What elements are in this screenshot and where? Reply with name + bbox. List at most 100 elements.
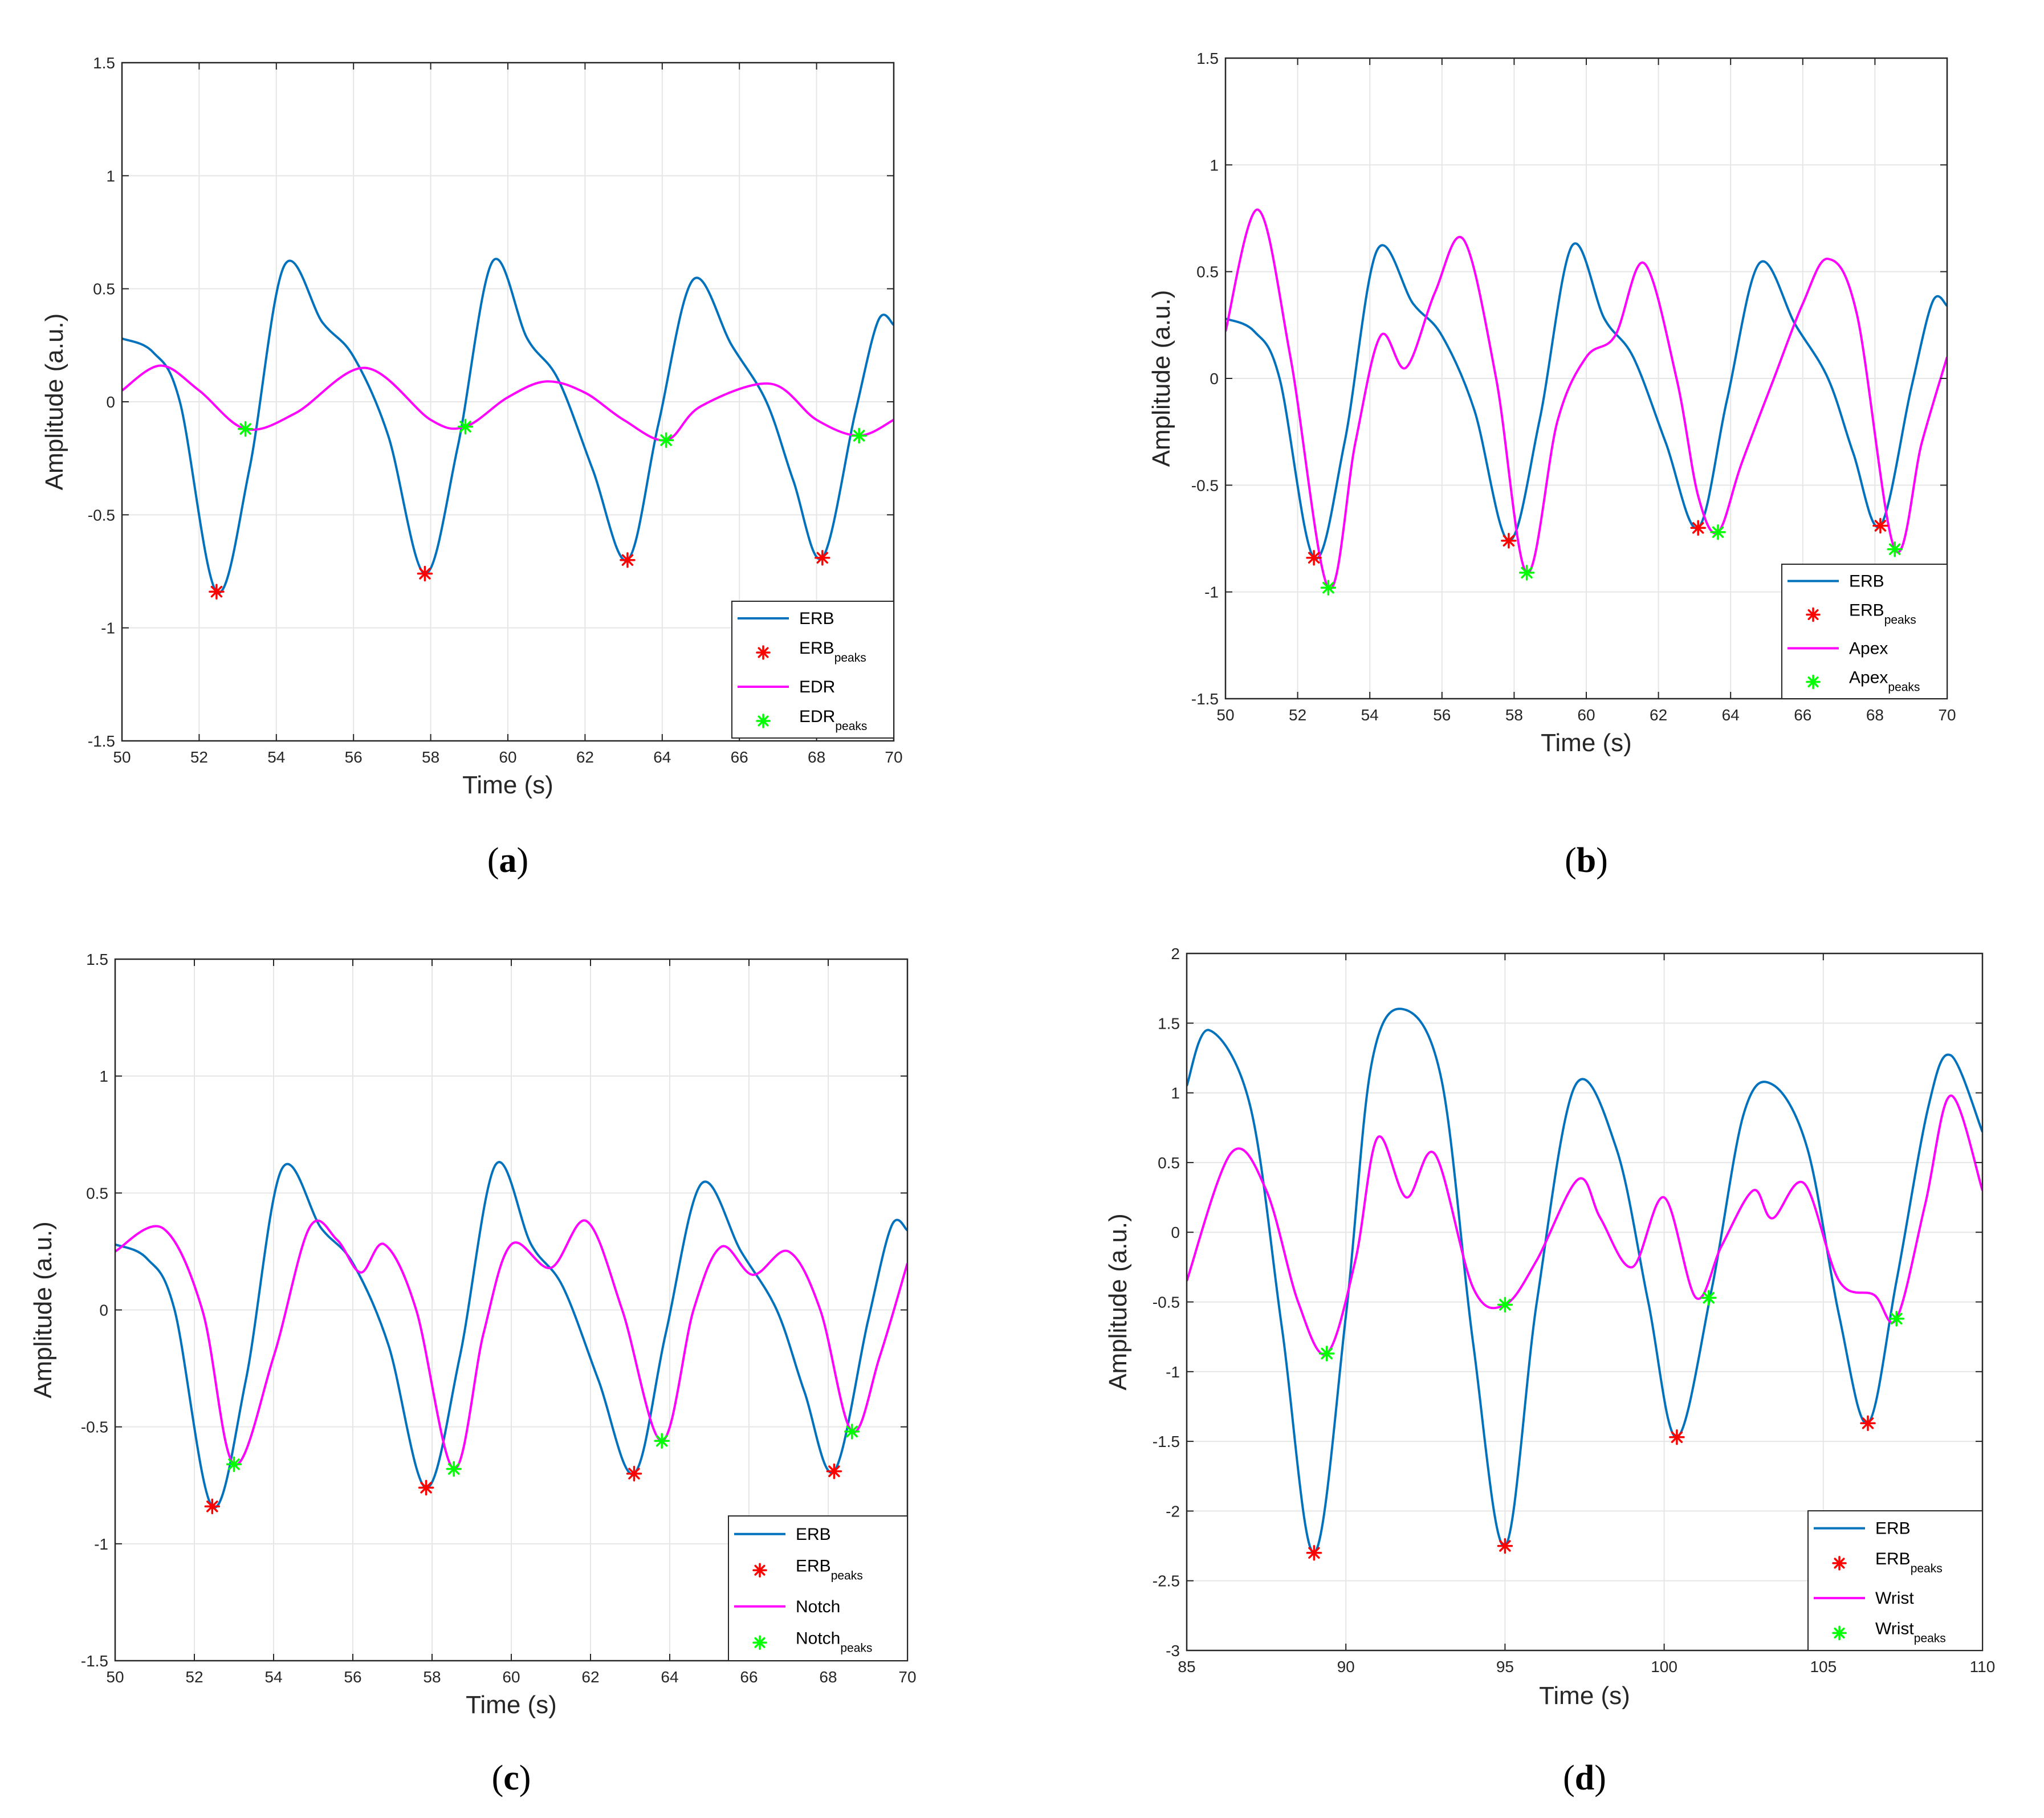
series-line-notch	[115, 1219, 907, 1470]
legend-star-swatch	[756, 645, 771, 660]
x-tick-label: 50	[106, 1668, 124, 1686]
series-line-erb	[1187, 1008, 1982, 1554]
y-tick-label: 1.5	[86, 951, 108, 968]
y-axis-title: Amplitude (a.u.)	[29, 1221, 57, 1399]
peak-marker	[204, 1498, 221, 1514]
peak-marker	[826, 1463, 842, 1479]
legend-star-swatch	[1832, 1556, 1847, 1571]
x-tick-label: 110	[1970, 1658, 1996, 1676]
y-tick-label: 1	[1210, 156, 1219, 174]
x-tick-label: 70	[1938, 706, 1956, 724]
y-tick-label: -1.5	[1153, 1433, 1180, 1450]
x-tick-label: 90	[1337, 1658, 1355, 1676]
series-line-edr	[122, 364, 894, 442]
peak-marker	[1497, 1297, 1513, 1313]
legend-label: Apex	[1849, 639, 1888, 658]
marker-group-erb-peaks	[1306, 517, 1888, 566]
x-tick-label: 62	[581, 1668, 599, 1686]
y-tick-label: 1	[106, 167, 115, 185]
legend-star-swatch	[1832, 1625, 1847, 1641]
y-axis-title: Amplitude (a.u.)	[40, 313, 68, 491]
peak-marker	[457, 418, 474, 435]
x-tick-label: 64	[661, 1668, 678, 1686]
x-tick-label: 66	[1794, 706, 1811, 724]
y-tick-label: -2.5	[1153, 1572, 1180, 1590]
x-tick-label: 68	[808, 748, 825, 766]
marker-group-erb-peaks	[209, 549, 830, 600]
x-tick-label: 56	[344, 1668, 361, 1686]
peak-marker	[844, 1424, 860, 1440]
peak-marker	[1888, 1311, 1904, 1327]
panel-caption: (d)	[1563, 1759, 1606, 1797]
legend-box	[1781, 564, 1948, 699]
legend-box	[728, 1515, 908, 1661]
legend-label: Wrist	[1875, 1589, 1914, 1608]
y-tick-label: -1	[1166, 1363, 1180, 1381]
x-tick-label: 54	[1361, 706, 1379, 724]
legend-star-swatch	[1806, 607, 1821, 622]
x-tick-label: 100	[1651, 1658, 1677, 1676]
x-tick-label: 58	[423, 1668, 441, 1686]
y-tick-label: -0.5	[81, 1418, 108, 1436]
x-tick-label: 52	[1289, 706, 1306, 724]
chart-panel-a: 50 52 54 56 58 60 62 64 66 68 70 -1.5 -1 -0.5 0 0.5 1 1.5…	[40, 54, 903, 880]
series-group	[1225, 209, 1947, 590]
peak-marker	[626, 1465, 642, 1482]
legend-star-swatch	[756, 714, 771, 728]
peak-marker	[418, 1479, 434, 1496]
x-tick-label: 66	[740, 1668, 758, 1686]
y-tick-label: -0.5	[1191, 476, 1219, 494]
peak-marker	[1306, 1545, 1322, 1561]
x-tick-label: 105	[1810, 1658, 1837, 1676]
legend-label: ERBpeaks	[1849, 601, 1916, 627]
peak-marker	[1669, 1429, 1685, 1445]
y-tick-label: 1	[1171, 1085, 1180, 1102]
legend-label: ERB	[1875, 1519, 1911, 1538]
y-tick-label: 0.5	[1158, 1154, 1180, 1172]
y-tick-label: -1	[94, 1535, 108, 1553]
x-tick-label: 64	[1722, 706, 1740, 724]
peak-marker	[417, 565, 433, 582]
y-tick-label: -1	[1204, 584, 1219, 601]
y-tick-label: -1.5	[88, 732, 115, 750]
peak-marker	[1497, 1538, 1513, 1554]
peak-marker	[237, 421, 254, 437]
y-tick-label: -1	[101, 619, 115, 637]
x-axis-title: Time (s)	[1541, 729, 1632, 757]
y-tick-label: 0.5	[1196, 263, 1219, 281]
x-tick-label: 62	[576, 748, 594, 766]
peak-marker	[654, 1433, 670, 1449]
peak-marker	[1690, 520, 1706, 536]
y-tick-label: 1.5	[93, 54, 115, 72]
y-tick-label: -1.5	[1191, 690, 1219, 708]
y-tick-label: 1.5	[1196, 50, 1219, 67]
y-tick-label: 1.5	[1158, 1014, 1180, 1032]
y-tick-label: 0	[106, 393, 115, 411]
peak-marker	[1518, 565, 1535, 581]
x-tick-label: 50	[113, 748, 131, 766]
y-tick-label: -1.5	[81, 1652, 108, 1670]
y-tick-label: 0	[1171, 1224, 1180, 1241]
x-tick-label: 70	[885, 748, 902, 766]
x-tick-label: 60	[1577, 706, 1595, 724]
marker-group-notch-peaks	[226, 1424, 860, 1477]
x-axis-title: Time (s)	[466, 1691, 557, 1719]
legend-box	[731, 601, 894, 739]
chart-panel-b: 50 52 54 56 58 60 62 64 66 68 70 -1.5 -1 -0.5 0 0.5 1 1.5…	[1147, 50, 1956, 880]
peak-marker	[1887, 541, 1903, 557]
y-axis-title: Amplitude (a.u.)	[1147, 290, 1175, 467]
x-tick-label: 52	[185, 1668, 203, 1686]
marker-group-edr-peaks	[237, 418, 867, 449]
y-tick-label: 1	[99, 1067, 108, 1085]
peak-marker	[1318, 1346, 1335, 1362]
y-tick-label: 2	[1171, 945, 1180, 963]
x-tick-label: 70	[898, 1668, 916, 1686]
peak-marker	[446, 1461, 462, 1477]
legend-star-swatch	[752, 1635, 767, 1650]
legend-star-swatch	[1806, 674, 1821, 690]
x-tick-label: 58	[1505, 706, 1523, 724]
peak-marker	[1320, 580, 1337, 596]
